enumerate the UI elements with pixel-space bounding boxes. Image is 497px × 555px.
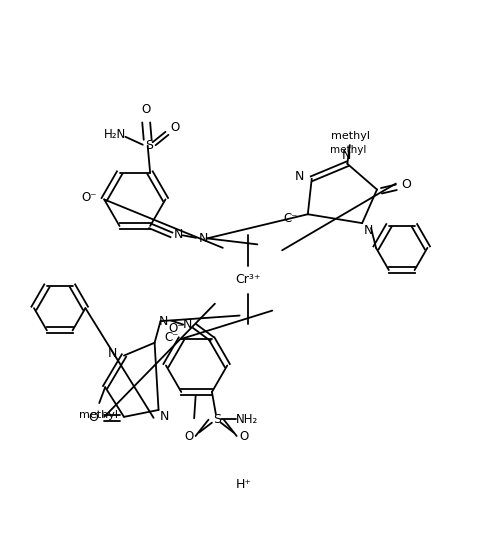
Text: N: N [159,315,168,327]
Text: O: O [88,411,98,425]
Text: methyl: methyl [331,131,370,141]
Text: NH₂: NH₂ [236,413,257,426]
Text: O: O [171,121,180,134]
Text: N: N [363,224,373,236]
Text: methyl: methyl [330,145,366,155]
Text: H⁺: H⁺ [236,478,251,491]
Text: O: O [142,103,151,116]
Text: N: N [182,317,192,331]
Text: methyl: methyl [79,410,118,420]
Text: N: N [174,228,183,241]
Text: O⁻: O⁻ [82,191,97,204]
Text: C⁻: C⁻ [165,331,179,344]
Text: N: N [160,410,169,423]
Text: Cr³⁺: Cr³⁺ [236,274,261,286]
Text: O: O [402,178,412,191]
Text: S: S [145,139,153,152]
Text: O: O [239,430,248,443]
Text: S: S [213,413,221,426]
Text: H₂N: H₂N [103,128,126,142]
Text: N: N [341,149,351,163]
Text: N: N [108,347,117,360]
Text: N: N [199,232,208,245]
Text: N: N [295,170,304,183]
Text: O⁻: O⁻ [168,321,184,335]
Text: O: O [184,430,194,443]
Text: C⁻: C⁻ [283,211,298,225]
